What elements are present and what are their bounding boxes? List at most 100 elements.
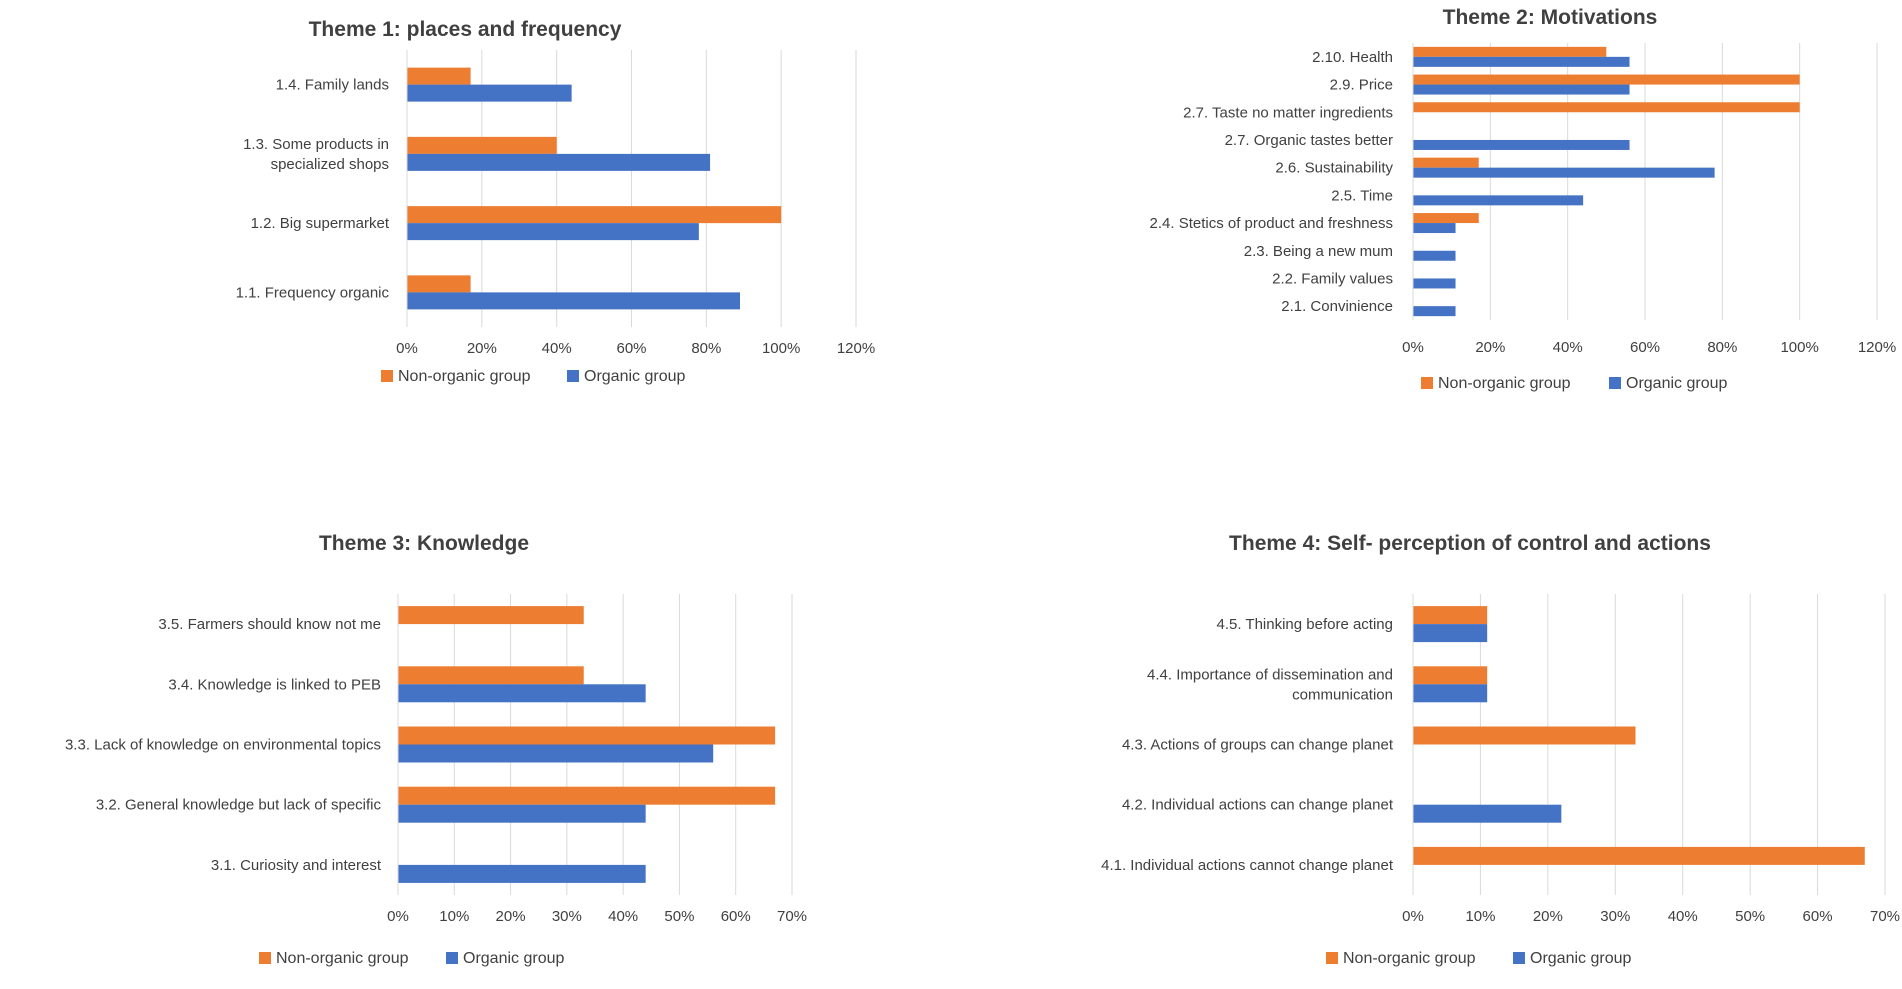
theme4-bar-organic bbox=[1413, 624, 1488, 643]
theme3-tick-label: 30% bbox=[552, 908, 582, 925]
theme4-bar-non-organic bbox=[1413, 726, 1636, 745]
theme2-legend-swatch-non-organic bbox=[1421, 377, 1433, 389]
theme2-category-label: 2.10. Health bbox=[1312, 49, 1393, 66]
theme1-tick-label: 20% bbox=[467, 340, 497, 357]
theme2-tick-label: 0% bbox=[1402, 339, 1424, 356]
theme4-legend-swatch-organic bbox=[1513, 952, 1525, 964]
theme4-tick-label: 0% bbox=[1402, 908, 1424, 925]
theme2-bar-non-organic bbox=[1413, 46, 1607, 57]
theme4-tick-label: 30% bbox=[1600, 908, 1630, 925]
theme3-title: Theme 3: Knowledge bbox=[319, 532, 529, 555]
theme1-bar-organic bbox=[407, 223, 699, 241]
theme1-legend-label-organic: Organic group bbox=[584, 368, 685, 385]
theme4-bar-non-organic bbox=[1413, 606, 1488, 625]
theme1-legend-label-non-organic: Non-organic group bbox=[398, 368, 531, 385]
theme3-tick-label: 50% bbox=[664, 908, 694, 925]
theme2-tick-label: 100% bbox=[1780, 339, 1818, 356]
theme4-category-label: communication bbox=[1292, 686, 1393, 703]
theme4-tick-label: 40% bbox=[1668, 908, 1698, 925]
theme3-bar-non-organic bbox=[398, 726, 776, 745]
theme4-tick-label: 20% bbox=[1533, 908, 1563, 925]
theme3-category-label: 3.5. Farmers should know not me bbox=[158, 616, 381, 633]
theme2-bar-non-organic bbox=[1413, 102, 1800, 113]
theme3-category-label: 3.1. Curiosity and interest bbox=[211, 857, 382, 874]
theme2-legend-label-organic: Organic group bbox=[1626, 375, 1727, 392]
theme2-title: Theme 2: Motivations bbox=[1443, 6, 1658, 29]
theme3-chart: Theme 3: Knowledge 0% 10% 20% 30% 40% 50% 60% 70… bbox=[65, 532, 807, 967]
theme3-category-label: 3.3. Lack of knowledge on environmental … bbox=[65, 737, 381, 754]
theme4-category-label: 4.2. Individual actions can change plane… bbox=[1122, 797, 1394, 814]
theme1-category-label: 1.4. Family lands bbox=[276, 77, 389, 94]
theme1-category-label: specialized shops bbox=[271, 156, 389, 173]
theme2-bar-non-organic bbox=[1413, 74, 1800, 85]
theme1-bar-organic bbox=[407, 84, 572, 102]
theme4-bar-organic bbox=[1413, 804, 1562, 823]
theme1-category-label: 1.3. Some products in bbox=[243, 136, 389, 153]
theme2-legend-label-non-organic: Non-organic group bbox=[1438, 375, 1571, 392]
theme2-bar-non-organic bbox=[1413, 157, 1479, 168]
theme1-bar-non-organic bbox=[407, 136, 557, 154]
theme2-category-label: 2.3. Being a new mum bbox=[1244, 243, 1393, 260]
theme3-bar-organic bbox=[398, 804, 646, 823]
theme3-legend-swatch-organic bbox=[446, 952, 458, 964]
theme4-tick-label: 70% bbox=[1870, 908, 1900, 925]
theme4-category-label: 4.1. Individual actions cannot change pl… bbox=[1101, 857, 1394, 874]
theme3-legend-label-organic: Organic group bbox=[463, 950, 564, 967]
theme1-legend-swatch-non-organic bbox=[381, 370, 393, 382]
theme2-bar-organic bbox=[1413, 139, 1630, 150]
theme3-tick-label: 10% bbox=[439, 908, 469, 925]
theme3-tick-label: 0% bbox=[387, 908, 409, 925]
theme3-tick-label: 20% bbox=[496, 908, 526, 925]
theme2-category-label: 2.7. Taste no matter ingredients bbox=[1183, 104, 1393, 121]
theme3-legend-label-non-organic: Non-organic group bbox=[276, 950, 409, 967]
theme2-category-label: 2.1. Convinience bbox=[1281, 298, 1393, 315]
theme4-bar-non-organic bbox=[1413, 846, 1865, 865]
theme1-tick-label: 100% bbox=[762, 340, 800, 357]
theme4-tick-label: 50% bbox=[1735, 908, 1765, 925]
theme4-legend-swatch-non-organic bbox=[1326, 952, 1338, 964]
theme4-category-label: 4.5. Thinking before acting bbox=[1216, 616, 1393, 633]
theme4-title: Theme 4: Self- perception of control and… bbox=[1229, 532, 1711, 555]
theme1-bar-non-organic bbox=[407, 275, 471, 293]
theme2-chart: Theme 2: Motivations 0% 20% 40% 60% 80% 100% 12… bbox=[1150, 6, 1897, 392]
theme2-bar-organic bbox=[1413, 223, 1456, 234]
theme2-legend-swatch-organic bbox=[1609, 377, 1621, 389]
theme1-tick-label: 80% bbox=[691, 340, 721, 357]
theme2-tick-label: 20% bbox=[1475, 339, 1505, 356]
theme1-category-label: 1.2. Big supermarket bbox=[251, 215, 390, 232]
theme4-tick-label: 60% bbox=[1803, 908, 1833, 925]
theme2-bar-organic bbox=[1413, 306, 1456, 317]
theme3-bar-organic bbox=[398, 864, 646, 883]
theme4-chart: Theme 4: Self- perception of control and… bbox=[1101, 532, 1900, 967]
theme2-category-label: 2.5. Time bbox=[1331, 187, 1393, 204]
theme2-bar-organic bbox=[1413, 167, 1715, 178]
theme4-legend-label-organic: Organic group bbox=[1530, 950, 1631, 967]
theme2-category-label: 2.6. Sustainability bbox=[1275, 160, 1393, 177]
theme3-bar-non-organic bbox=[398, 606, 584, 625]
theme2-category-label: 2.7. Organic tastes better bbox=[1225, 132, 1393, 149]
theme1-tick-label: 40% bbox=[542, 340, 572, 357]
theme1-chart: Theme 1: places and frequency 0% 20% 40% 60%… bbox=[236, 18, 876, 385]
theme4-legend-label-non-organic: Non-organic group bbox=[1343, 950, 1476, 967]
theme1-bar-non-organic bbox=[407, 206, 782, 224]
theme4-tick-label: 10% bbox=[1465, 908, 1495, 925]
theme3-category-label: 3.4. Knowledge is linked to PEB bbox=[168, 676, 381, 693]
theme1-bar-organic bbox=[407, 292, 741, 310]
theme1-bar-organic bbox=[407, 153, 711, 171]
theme4-category-label: 4.4. Importance of dissemination and bbox=[1147, 666, 1393, 683]
theme1-bar-non-organic bbox=[407, 67, 471, 85]
theme1-tick-label: 0% bbox=[396, 340, 418, 357]
theme2-tick-label: 40% bbox=[1553, 339, 1583, 356]
theme2-category-label: 2.2. Family values bbox=[1272, 270, 1393, 287]
theme2-category-label: 2.9. Price bbox=[1330, 77, 1393, 94]
theme3-tick-label: 70% bbox=[777, 908, 807, 925]
theme4-category-label: 4.3. Actions of groups can change planet bbox=[1122, 737, 1394, 754]
theme3-bar-non-organic bbox=[398, 786, 776, 805]
theme2-bar-non-organic bbox=[1413, 213, 1479, 224]
theme4-bar-non-organic bbox=[1413, 666, 1488, 685]
theme3-legend-swatch-non-organic bbox=[259, 952, 271, 964]
theme3-bar-non-organic bbox=[398, 666, 584, 685]
theme2-bar-organic bbox=[1413, 195, 1584, 206]
